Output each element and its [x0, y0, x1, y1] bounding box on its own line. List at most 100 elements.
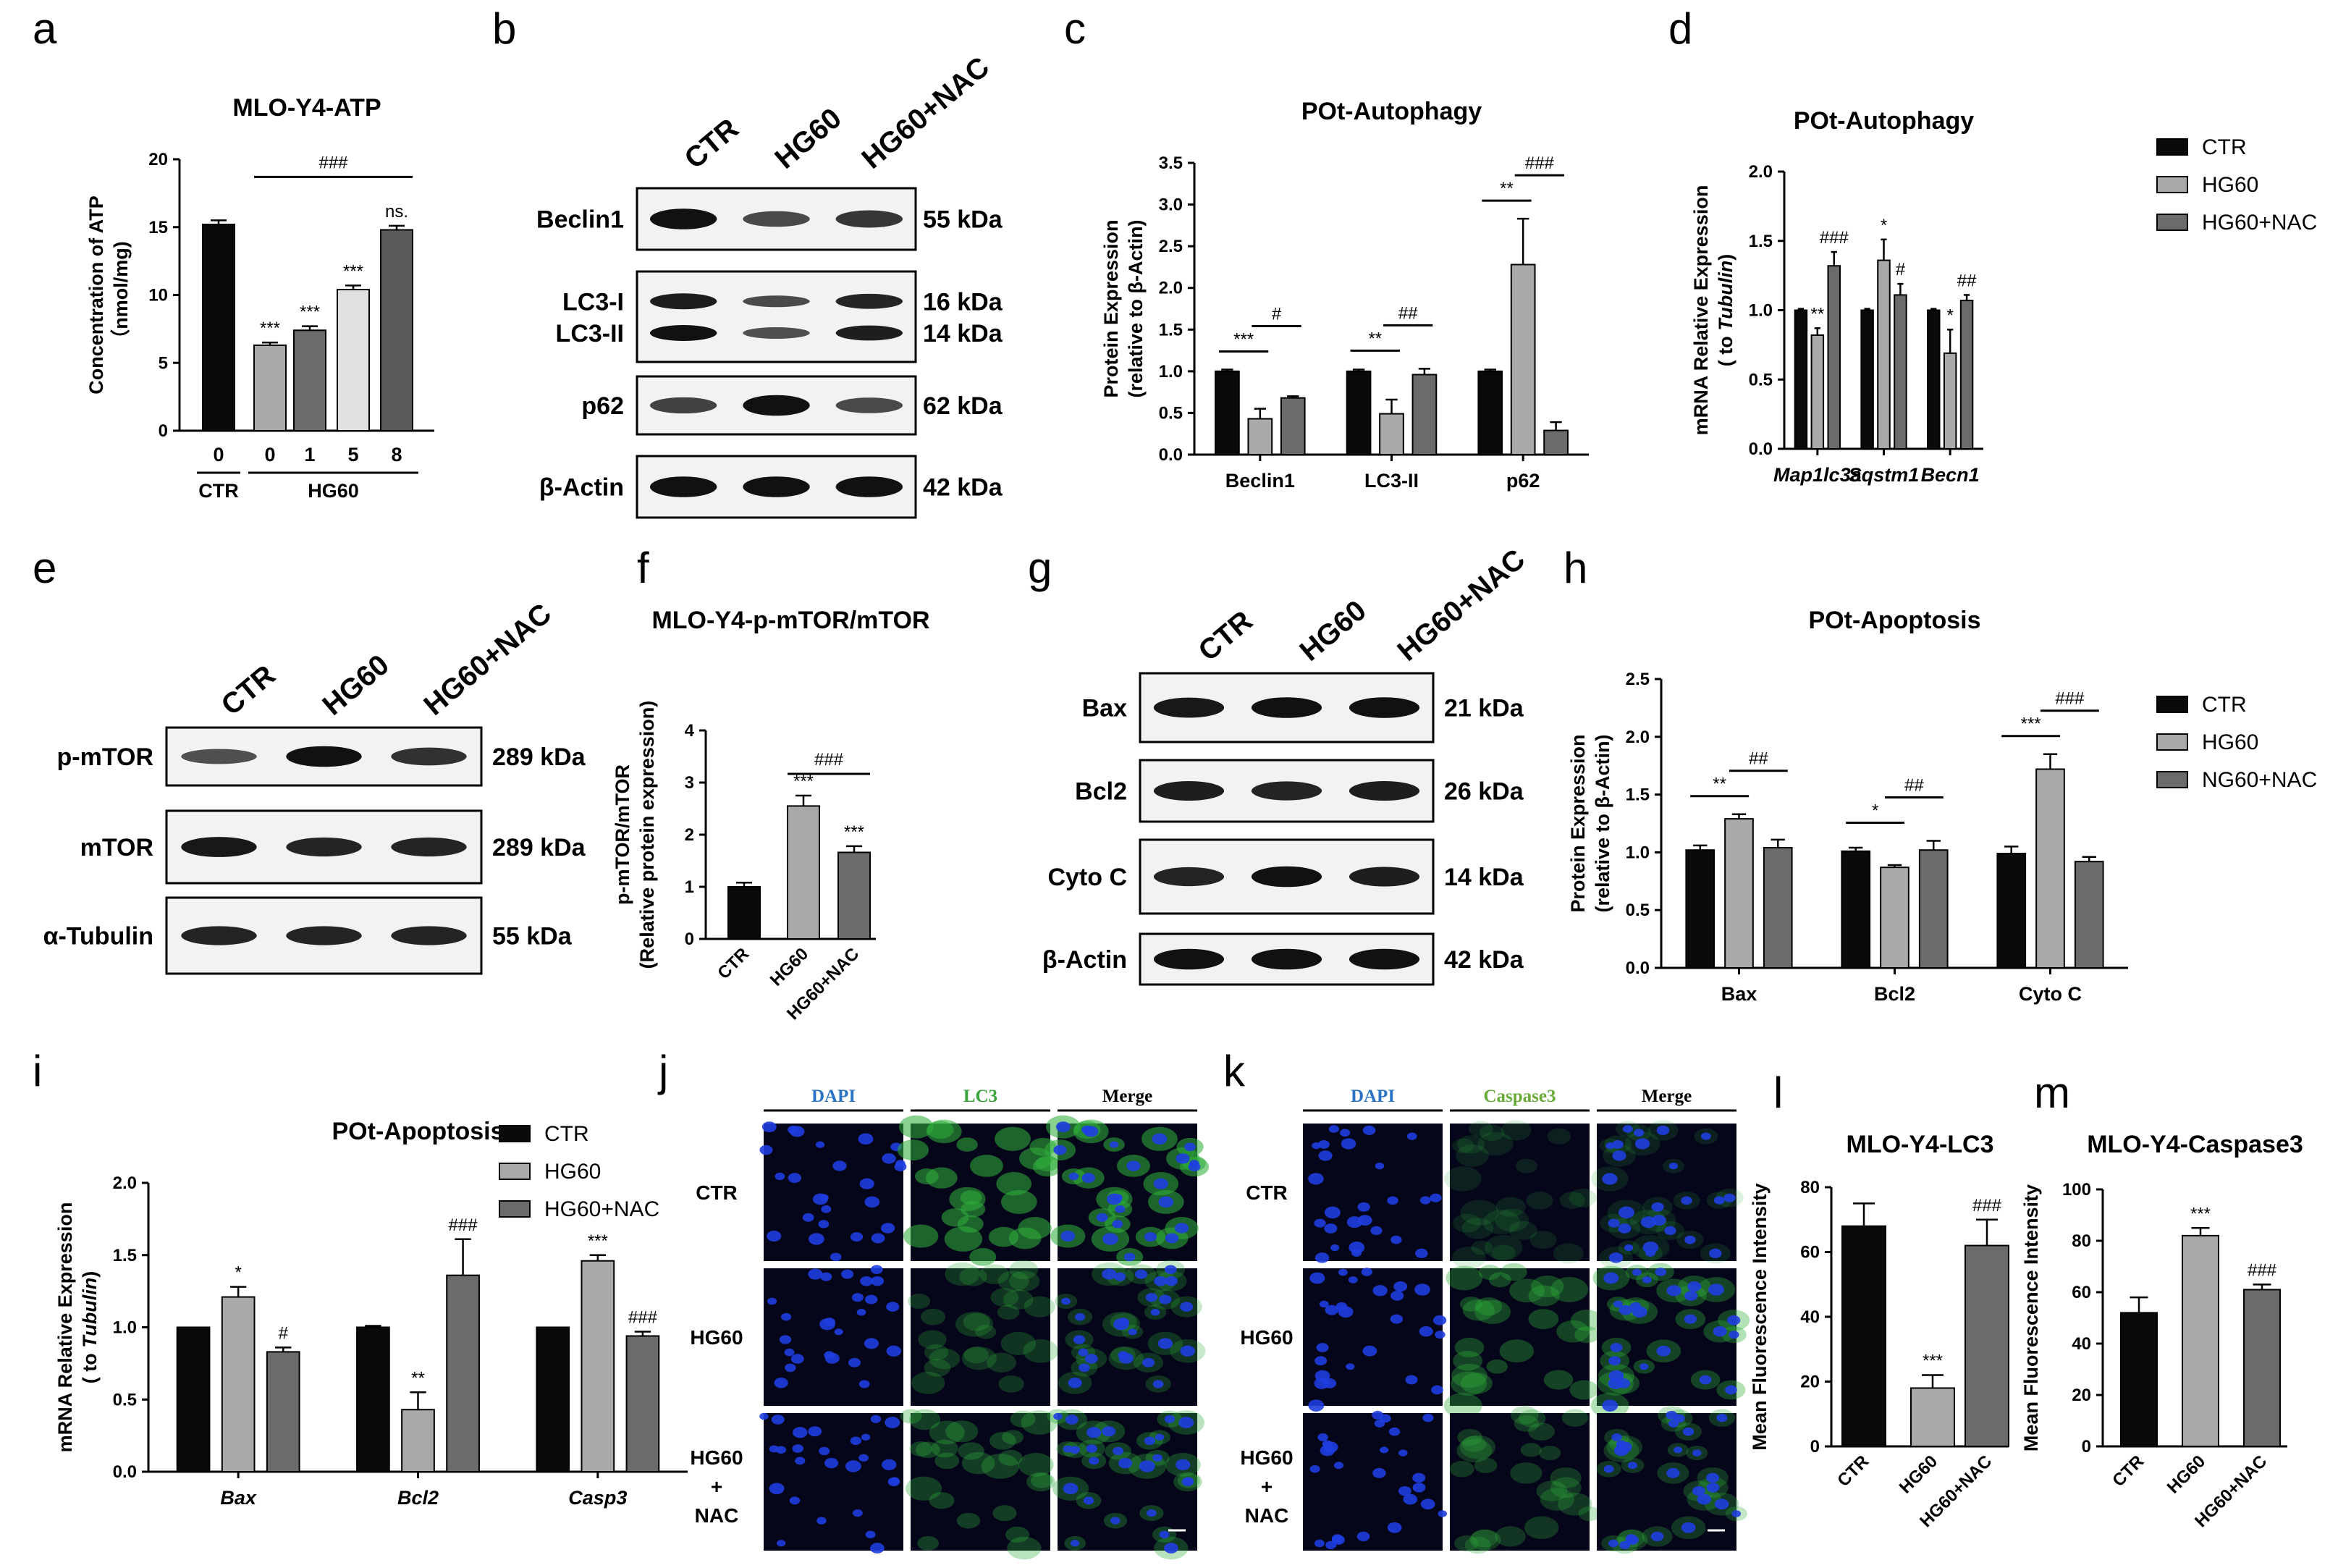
cell-signal — [1529, 1231, 1557, 1249]
nucleus — [1419, 1196, 1431, 1205]
significance-mark: *** — [343, 261, 363, 281]
bar — [221, 1296, 256, 1472]
nucleus — [1681, 1196, 1692, 1205]
cell-signal — [996, 1172, 1032, 1196]
y-tick-label: 0 — [159, 421, 168, 441]
nucleus — [1078, 1348, 1089, 1357]
bar — [380, 229, 413, 431]
nucleus — [795, 1457, 806, 1465]
nucleus — [871, 1233, 885, 1244]
cell-signal — [907, 1294, 931, 1309]
cell-signal — [1478, 1265, 1501, 1280]
x-tick-label: Bcl2 — [1874, 983, 1915, 1005]
nucleus — [769, 1483, 785, 1495]
cell-signal — [1516, 1158, 1537, 1173]
nucleus — [1114, 1272, 1126, 1281]
nucleus — [1153, 1178, 1168, 1189]
molecular-weight-label: 289 kDa — [492, 834, 586, 861]
significance-mark: ** — [1810, 304, 1824, 324]
nucleus — [1610, 1343, 1623, 1352]
x-tick-label: CTR — [2109, 1451, 2148, 1491]
cell-signal — [1574, 1326, 1600, 1344]
cell-signal — [961, 1451, 995, 1475]
nucleus — [1431, 1385, 1443, 1395]
nucleus — [1629, 1302, 1642, 1311]
nucleus — [1142, 1357, 1155, 1367]
cell-signal — [1453, 1213, 1481, 1233]
nucleus — [1656, 1125, 1670, 1135]
nucleus — [1362, 1345, 1377, 1357]
cell-signal — [1443, 1393, 1482, 1419]
nucleus — [1608, 1218, 1620, 1228]
nucleus — [1086, 1427, 1102, 1438]
nucleus — [1608, 1539, 1619, 1548]
nucleus — [1432, 1315, 1447, 1325]
nucleus — [1330, 1244, 1340, 1252]
nucleus — [1398, 1449, 1408, 1457]
y-tick-label: 2.0 — [1749, 162, 1773, 182]
nucleus — [860, 1276, 874, 1286]
bar — [176, 1326, 211, 1472]
nucleus — [1370, 1226, 1383, 1235]
nucleus — [870, 1265, 883, 1274]
nucleus — [1372, 1285, 1388, 1297]
cell-signal — [1456, 1145, 1489, 1167]
nucleus — [887, 1477, 900, 1487]
cell-signal — [1508, 1221, 1537, 1240]
cell-signal — [1008, 1270, 1040, 1291]
protein-label: β-Actin — [539, 474, 624, 502]
nucleus — [882, 1153, 896, 1164]
lane-label: CTR — [1193, 604, 1259, 667]
y-tick-label: 0.0 — [113, 1462, 137, 1482]
cell-signal — [1539, 1446, 1561, 1461]
nucleus — [777, 1540, 786, 1547]
y-tick-label: 1.5 — [1626, 785, 1650, 805]
protein-band — [743, 295, 810, 308]
nucleus — [1308, 1173, 1324, 1185]
nucleus — [824, 1351, 835, 1360]
bar — [1510, 264, 1536, 455]
nucleus — [1063, 1483, 1079, 1495]
significance-mark: *** — [2190, 1204, 2211, 1223]
nucleus — [1666, 1467, 1680, 1478]
bar — [1943, 352, 1957, 450]
cell-signal — [955, 1311, 993, 1337]
cell-signal — [1550, 1477, 1582, 1499]
nucleus — [1664, 1226, 1676, 1235]
y-tick-label: 3 — [685, 773, 694, 793]
bar — [581, 1260, 615, 1472]
cell-signal — [1553, 1243, 1584, 1264]
x-tick-label: 8 — [391, 444, 402, 465]
panel-letter-c: c — [1064, 4, 1086, 53]
condition-label: NAC — [695, 1504, 739, 1527]
legend-label: HG60 — [2202, 730, 2258, 754]
nucleus — [1420, 1499, 1435, 1510]
cell-signal — [1010, 1410, 1036, 1428]
nucleus — [1435, 1331, 1446, 1339]
protein-band — [835, 397, 903, 413]
nucleus — [1603, 1272, 1619, 1284]
y-axis-label: Protein Expression — [1567, 734, 1589, 912]
cell-signal — [1550, 1467, 1582, 1488]
nucleus — [1118, 1318, 1129, 1326]
nucleus — [1602, 1173, 1618, 1185]
condition-label: HG60 — [690, 1446, 743, 1469]
cell-signal — [956, 1137, 978, 1152]
nucleus — [1158, 1196, 1174, 1208]
cell-signal — [1450, 1371, 1487, 1396]
nucleus — [1634, 1138, 1650, 1150]
nucleus — [830, 1252, 842, 1262]
legend-label: CTR — [2202, 693, 2247, 717]
nucleus — [1372, 1410, 1384, 1420]
nucleus — [1357, 1202, 1370, 1212]
cell-signal — [924, 1344, 949, 1361]
cell-signal — [979, 1264, 1010, 1284]
protein-band — [743, 395, 810, 416]
nucleus — [1622, 1125, 1633, 1133]
cell-signal — [900, 1409, 922, 1424]
nucleus — [858, 1454, 869, 1462]
channel-label: DAPI — [1351, 1087, 1395, 1106]
nucleus — [1150, 1308, 1160, 1316]
significance-mark: ## — [1749, 749, 1768, 769]
